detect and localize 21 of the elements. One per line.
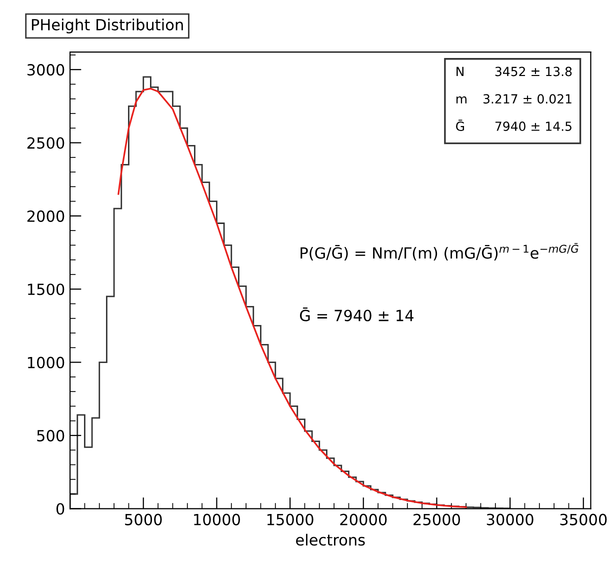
y-tick-label: 1500 bbox=[28, 284, 64, 296]
x-axis-title: electrons bbox=[296, 534, 365, 546]
annotation: P(G/Ḡ) = Nm/Γ(m) (mG/Ḡ)$^{m−1}$e$^{−mG/Ḡ}$ bbox=[300, 243, 578, 261]
text: m 3.217 ± 0.021 bbox=[456, 94, 572, 104]
y-tick-label: 1000 bbox=[28, 356, 64, 368]
x-tick-label: 35000 bbox=[560, 514, 607, 526]
y-tick-label: 2500 bbox=[27, 137, 64, 149]
chart-title: PHeight Distribution bbox=[32, 18, 183, 34]
text: N 3452 ± 13.8 bbox=[456, 66, 572, 76]
text: Ḡ 7940 ± 14.5 bbox=[456, 120, 572, 131]
x-tick-label: 20000 bbox=[340, 514, 387, 526]
x-tick-label: 30000 bbox=[486, 514, 534, 526]
y-tick-label: 500 bbox=[37, 430, 64, 442]
x-tick-label: 25000 bbox=[414, 514, 460, 526]
annotation: Ḡ = 7940 ± 14 bbox=[300, 308, 414, 322]
x-tick-label: 15000 bbox=[267, 514, 314, 526]
y-tick-label: 3000 bbox=[27, 64, 64, 76]
y-tick-label: 2000 bbox=[27, 210, 64, 222]
y-tick-label: 0 bbox=[56, 503, 64, 515]
x-tick-label: 10000 bbox=[194, 514, 240, 526]
x-tick-label: 5000 bbox=[125, 514, 162, 526]
